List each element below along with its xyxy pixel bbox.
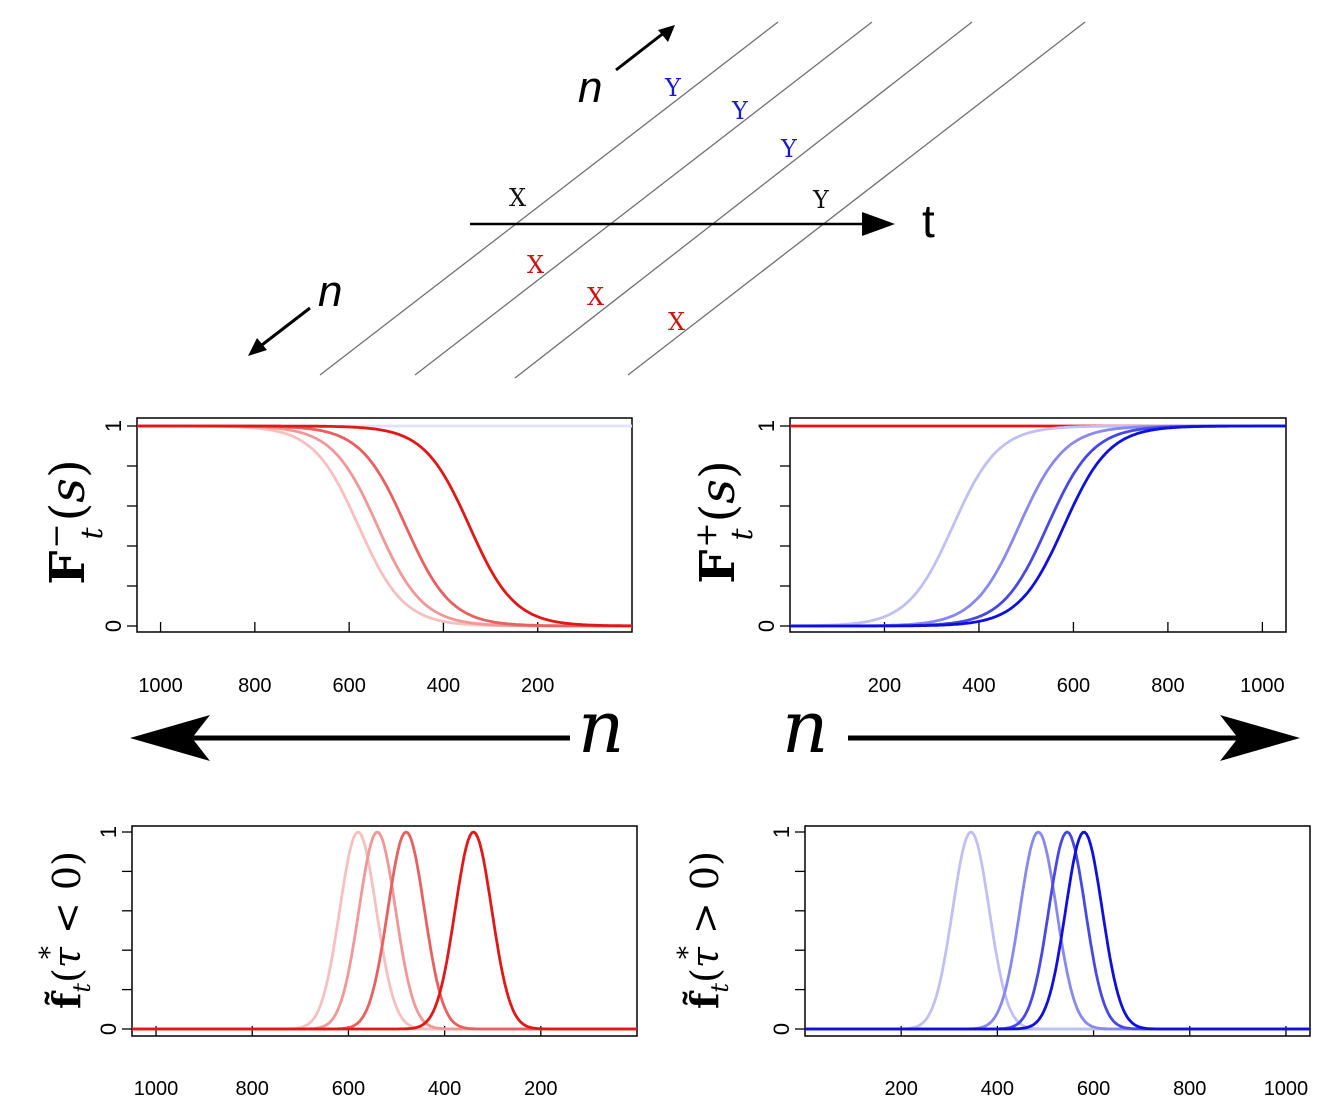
series-line-g4 xyxy=(805,830,1310,1031)
series-line-g4 xyxy=(132,830,637,1031)
plot-frame xyxy=(136,417,633,633)
label-y-blue-1: Y xyxy=(664,74,682,102)
diagonal-line-4 xyxy=(627,21,1086,376)
series-line-s3 xyxy=(790,424,1286,628)
svg-text:F−t(s): F−t(s) xyxy=(39,459,110,584)
x-tick-label: 800 xyxy=(1151,675,1184,697)
n-arrow-top xyxy=(615,30,666,72)
series-line-s3 xyxy=(137,424,632,628)
series-line-s4 xyxy=(790,424,1286,628)
left-n-arrowhead xyxy=(130,715,210,761)
x-tick-label: 600 xyxy=(332,675,365,697)
ylabel-F-plus: F+t(s) xyxy=(689,460,760,583)
n-label-bottom: n xyxy=(318,267,342,316)
y-tick-label: 0 xyxy=(754,620,779,632)
series-line-s1 xyxy=(790,424,1286,628)
label-y-black: Y xyxy=(812,186,830,214)
svg-text:F+t(s): F+t(s) xyxy=(689,460,760,583)
x-tick-label: 200 xyxy=(524,1078,557,1100)
label-y-blue-2: Y xyxy=(731,97,749,125)
label-y-blue-3: Y xyxy=(780,135,798,163)
spacetime-diagram: t n n Y Y Y X Y X X X xyxy=(248,21,1086,379)
plot-frame xyxy=(789,417,1287,633)
x-tick-label: 400 xyxy=(981,1078,1014,1100)
x-tick-label: 400 xyxy=(428,1078,461,1100)
x-tick-label: 1000 xyxy=(138,675,183,697)
n-arrow-top-head xyxy=(658,25,675,42)
series-line-g3 xyxy=(805,830,1310,1031)
series-line-s2 xyxy=(790,424,1286,628)
y-tick-label: 0 xyxy=(101,620,126,632)
panel-F-plus: 0 1 200 400 600 800 1000 xyxy=(754,417,1287,697)
x-tick-label: 200 xyxy=(885,1078,918,1100)
series-line-g3 xyxy=(132,830,637,1031)
x-tick-label: 800 xyxy=(238,675,271,697)
x-tick-label: 600 xyxy=(1057,675,1090,697)
x-tick-label: 600 xyxy=(1077,1078,1110,1100)
svg-text:f̃t(τ* < 0): f̃t(τ* < 0) xyxy=(35,851,96,1009)
ylabel-f-plus: f̃t(τ* > 0) xyxy=(673,851,734,1009)
y-tick-label: 0 xyxy=(769,1023,794,1035)
x-tick-label: 1000 xyxy=(1264,1078,1309,1100)
n-arrow-bottom-head xyxy=(248,338,267,356)
panel-F-minus: 0 1 1000 800 600 400 200 xyxy=(101,417,633,697)
right-n-label: n xyxy=(782,685,828,769)
n-label-top: n xyxy=(578,63,602,112)
diagonal-line-1 xyxy=(319,21,779,376)
label-x-red-3: X xyxy=(668,308,685,336)
x-tick-label: 200 xyxy=(868,675,901,697)
x-tick-label: 200 xyxy=(521,675,554,697)
y-tick-label: 1 xyxy=(96,826,121,838)
x-tick-label: 800 xyxy=(1173,1078,1206,1100)
n-arrow-bottom xyxy=(257,306,311,350)
y-tick-label: 0 xyxy=(96,1023,121,1035)
diagonal-line-3 xyxy=(514,21,973,379)
x-tick-label: 1000 xyxy=(134,1078,179,1100)
plot-frame xyxy=(131,825,638,1037)
panel-f-minus: 0 1 1000 800 600 400 200 xyxy=(96,825,638,1100)
series-line-s2 xyxy=(137,424,632,628)
n-direction-arrows: n n xyxy=(130,685,1300,769)
ylabel-F-minus: F−t(s) xyxy=(39,459,110,584)
x-tick-label: 400 xyxy=(427,675,460,697)
plot-frame xyxy=(804,825,1311,1037)
right-n-arrowhead xyxy=(1220,715,1300,761)
label-x-red-2: X xyxy=(587,283,604,311)
x-tick-label: 400 xyxy=(962,675,995,697)
x-tick-label: 600 xyxy=(332,1078,365,1100)
label-x-black: X xyxy=(509,184,526,212)
ylabel-f-minus: f̃t(τ* < 0) xyxy=(35,851,96,1009)
y-tick-label: 1 xyxy=(101,420,126,432)
panel-f-plus: 0 1 200 400 600 800 1000 xyxy=(769,825,1311,1100)
label-x-red-1: X xyxy=(527,251,544,279)
svg-text:f̃t(τ* > 0): f̃t(τ* > 0) xyxy=(673,851,734,1009)
t-axis-label: t xyxy=(922,195,935,247)
x-tick-label: 800 xyxy=(236,1078,269,1100)
x-tick-label: 1000 xyxy=(1240,675,1285,697)
diagonal-line-2 xyxy=(414,21,873,376)
series-line-s4 xyxy=(137,424,632,628)
series-line-s1 xyxy=(137,424,632,628)
y-tick-label: 1 xyxy=(769,826,794,838)
t-axis-arrowhead xyxy=(862,212,895,236)
y-tick-label: 1 xyxy=(754,420,779,432)
left-n-label: n xyxy=(578,685,624,769)
